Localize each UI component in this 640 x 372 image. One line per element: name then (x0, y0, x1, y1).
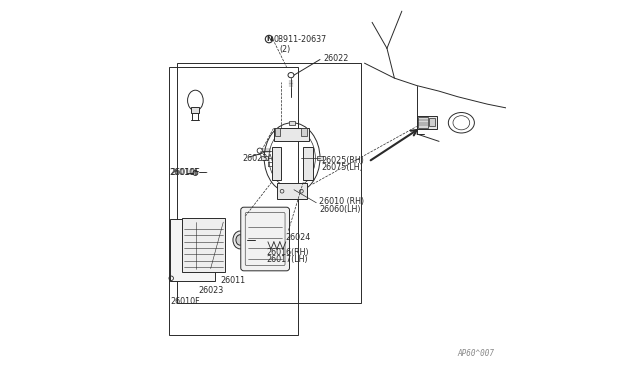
Text: AP60^007: AP60^007 (458, 349, 495, 358)
Bar (170, 67, 298, 335)
Bar (182, 218, 225, 272)
Bar (289, 121, 296, 125)
Text: 26023: 26023 (198, 286, 223, 295)
Text: 26025(RH): 26025(RH) (322, 156, 365, 165)
Text: 08911-20637: 08911-20637 (273, 35, 327, 44)
Text: 26010F: 26010F (170, 297, 200, 306)
Text: (2): (2) (280, 45, 291, 54)
Text: 26075(LH): 26075(LH) (322, 163, 364, 172)
Bar (317, 156, 323, 160)
Bar (191, 107, 200, 113)
Bar (417, 116, 437, 129)
Text: 26024: 26024 (286, 233, 311, 242)
Text: 26016(RH): 26016(RH) (266, 248, 308, 257)
Text: 26017(LH): 26017(LH) (266, 255, 308, 264)
Text: 26010F—: 26010F— (170, 169, 207, 177)
Bar (255, 234, 263, 246)
Bar (289, 191, 296, 196)
Text: 26010 (RH): 26010 (RH) (319, 198, 364, 206)
Bar (303, 147, 312, 180)
Bar (170, 219, 215, 281)
Text: 26010F—: 26010F— (170, 168, 208, 177)
Text: 26060(LH): 26060(LH) (319, 205, 361, 214)
Bar (261, 156, 268, 160)
Bar (275, 128, 280, 136)
Bar (177, 63, 361, 303)
Text: 26011: 26011 (220, 276, 245, 285)
Bar (271, 147, 281, 180)
Ellipse shape (236, 235, 244, 245)
Bar (277, 183, 307, 199)
Bar (273, 128, 309, 141)
Bar (301, 128, 307, 136)
Ellipse shape (233, 231, 247, 249)
Bar (418, 117, 428, 128)
Text: N: N (266, 36, 272, 42)
Text: 26022: 26022 (324, 54, 349, 63)
FancyBboxPatch shape (241, 207, 289, 271)
Text: 26023A: 26023A (242, 154, 273, 163)
Bar (429, 118, 435, 126)
